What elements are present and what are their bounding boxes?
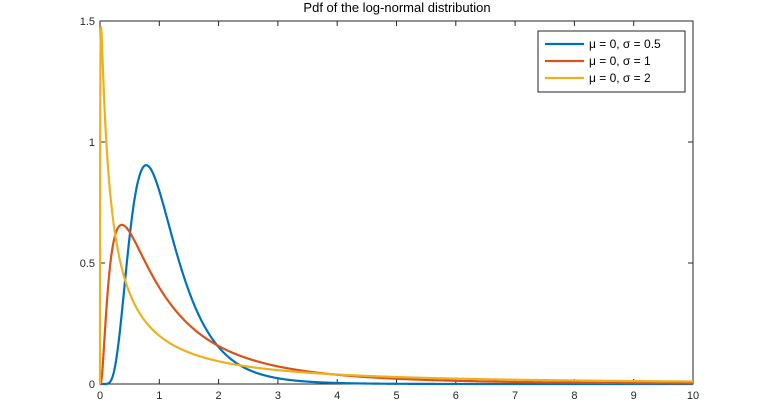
series-lines [98, 26, 694, 386]
legend-label: μ = 0, σ = 1 [589, 54, 651, 68]
y-tick-label: 0 [89, 379, 95, 391]
legend-label: μ = 0, σ = 2 [589, 71, 651, 85]
series-line [98, 164, 694, 386]
x-tick-label: 7 [512, 390, 518, 402]
y-tick-label: 0.5 [80, 258, 95, 270]
x-tick-label: 1 [156, 390, 162, 402]
chart-title: Pdf of the log-normal distribution [303, 0, 490, 15]
y-tick-label: 1 [89, 137, 95, 149]
x-tick-label: 4 [334, 390, 340, 402]
x-tick-label: 5 [393, 390, 399, 402]
series-line [98, 26, 694, 386]
y-tick-label: 1.5 [80, 16, 95, 28]
x-tick-label: 9 [631, 390, 637, 402]
legend: μ = 0, σ = 0.5 μ = 0, σ = 1 μ = 0, σ = 2 [537, 30, 686, 93]
x-tick-label: 2 [216, 390, 222, 402]
x-tick-label: 0 [97, 390, 103, 402]
x-tick-label: 3 [275, 390, 281, 402]
x-tick-label: 10 [687, 390, 699, 402]
x-tick-label: 8 [571, 390, 577, 402]
series-line [98, 223, 694, 386]
x-tick-label: 6 [453, 390, 459, 402]
axis-tick-labels: 0 1 2 3 4 5 6 7 8 9 10 0 0.5 1 1.5 [80, 16, 699, 402]
legend-label: μ = 0, σ = 0.5 [589, 37, 661, 51]
